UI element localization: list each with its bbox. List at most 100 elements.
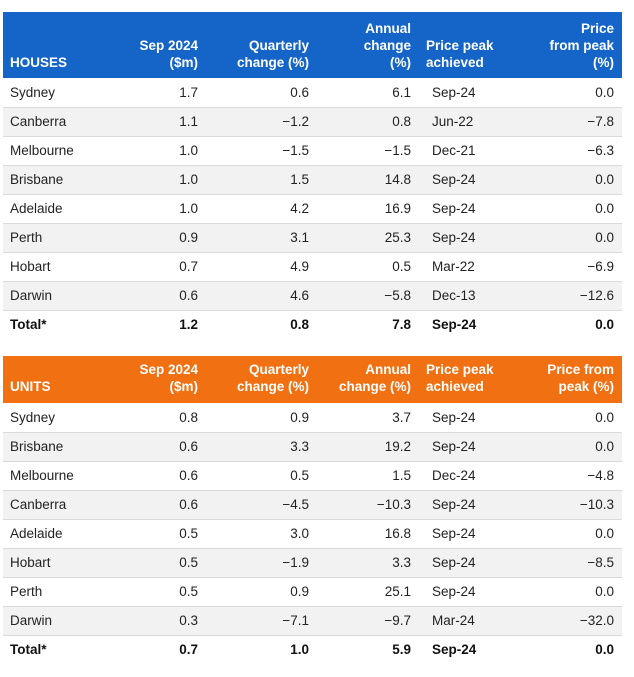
cell-peak: Mar-24	[419, 606, 525, 636]
cell-city: Adelaide	[3, 519, 110, 549]
cell-annual: 0.8	[317, 107, 419, 137]
cell-peak: Dec-24	[419, 461, 525, 491]
cell-price: 0.5	[110, 519, 206, 549]
cell-city: Brisbane	[3, 165, 110, 195]
cell-city: Melbourne	[3, 136, 110, 166]
houses-header-price: Sep 2024 ($m)	[110, 12, 206, 78]
cell-peak: Sep-24	[419, 490, 525, 520]
cell-city: Canberra	[3, 107, 110, 137]
cell-city: Adelaide	[3, 194, 110, 224]
cell-from-peak: 0.0	[525, 223, 622, 253]
cell-annual: 5.9	[392, 642, 411, 658]
header-line: from peak	[549, 38, 614, 53]
houses-table: HOUSES Sep 2024 ($m) Quarterly change (%) Ann…	[3, 12, 622, 339]
houses-header-city: HOUSES	[3, 12, 110, 78]
cell-city: Total*	[10, 642, 47, 658]
cell-peak: Sep-24	[419, 519, 525, 549]
header-line: change (%)	[236, 379, 309, 394]
units-header-from-peak: Price from peak (%)	[525, 356, 622, 403]
cell-price: 1.0	[110, 194, 206, 224]
cell-from-peak: −10.3	[525, 490, 622, 520]
cell-quarterly: −1.2	[206, 107, 317, 137]
cell-city: Darwin	[3, 281, 110, 311]
header-line: ($m)	[169, 379, 198, 394]
cell-annual: 7.8	[392, 317, 411, 333]
cell-from-peak: 0.0	[595, 642, 614, 658]
cell-city: Canberra	[3, 490, 110, 520]
table-row: Adelaide 1.0 4.2 16.9 Sep-24 0.0	[3, 194, 622, 224]
cell-peak: Sep-24	[419, 548, 525, 578]
cell-from-peak: −7.8	[525, 107, 622, 137]
cell-city: Sydney	[3, 403, 110, 433]
header-line: Annual	[365, 362, 411, 377]
cell-from-peak: 0.0	[525, 519, 622, 549]
cell-annual: 0.5	[317, 252, 419, 282]
cell-annual: −5.8	[317, 281, 419, 311]
cell-annual: −10.3	[317, 490, 419, 520]
cell-from-peak: −32.0	[525, 606, 622, 636]
cell-peak: Sep-24	[419, 223, 525, 253]
cell-annual: 6.1	[317, 78, 419, 108]
cell-quarterly: 4.9	[206, 252, 317, 282]
cell-annual: 1.5	[317, 461, 419, 491]
cell-quarterly: −4.5	[206, 490, 317, 520]
header-line: (%)	[593, 55, 614, 70]
cell-from-peak: 0.0	[595, 317, 614, 333]
cell-quarterly: 3.3	[206, 432, 317, 462]
units-header-quarterly: Quarterly change (%)	[206, 356, 317, 403]
cell-annual: 14.8	[317, 165, 419, 195]
table-row: Adelaide 0.5 3.0 16.8 Sep-24 0.0	[3, 519, 622, 549]
cell-annual: 3.3	[317, 548, 419, 578]
cell-peak: Sep-24	[419, 403, 525, 433]
cell-quarterly: 0.8	[290, 317, 309, 333]
cell-from-peak: −12.6	[525, 281, 622, 311]
cell-city: Hobart	[3, 252, 110, 282]
table-row: Sydney 0.8 0.9 3.7 Sep-24 0.0	[3, 403, 622, 433]
cell-quarterly: 3.0	[206, 519, 317, 549]
cell-quarterly: 0.5	[206, 461, 317, 491]
cell-peak: Sep-24	[419, 78, 525, 108]
cell-annual: 19.2	[317, 432, 419, 462]
cell-quarterly: −1.5	[206, 136, 317, 166]
cell-quarterly: −7.1	[206, 606, 317, 636]
cell-price: 0.6	[110, 432, 206, 462]
table-row: Canberra 1.1 −1.2 0.8 Jun-22 −7.8	[3, 107, 622, 137]
cell-annual: −1.5	[317, 136, 419, 166]
header-line: achieved	[426, 379, 484, 394]
table-row: Darwin 0.3 −7.1 −9.7 Mar-24 −32.0	[3, 606, 622, 636]
houses-header-peak: Price peak achieved	[419, 12, 525, 78]
cell-price: 0.6	[110, 281, 206, 311]
units-body: Sydney 0.8 0.9 3.7 Sep-24 0.0 Brisbane 0.6 3.3 19…	[3, 403, 622, 664]
cell-peak: Jun-22	[419, 107, 525, 137]
houses-body: Sydney 1.7 0.6 6.1 Sep-24 0.0 Canberra 1.1 −1.2 0…	[3, 78, 622, 339]
houses-header-quarterly: Quarterly change (%)	[206, 12, 317, 78]
header-line: Quarterly	[248, 362, 309, 377]
cell-price: 0.7	[179, 642, 198, 658]
cell-city: Darwin	[3, 606, 110, 636]
cell-peak: Sep-24	[419, 194, 525, 224]
cell-price: 0.9	[110, 223, 206, 253]
houses-header-annual: Annual change (%)	[317, 12, 419, 78]
cell-peak: Sep-24	[432, 317, 477, 333]
header-line: (%)	[390, 55, 411, 70]
cell-price: 0.3	[110, 606, 206, 636]
cell-annual: 16.8	[317, 519, 419, 549]
units-header-row: UNITS Sep 2024 ($m) Quarterly change (%) Annu…	[3, 356, 622, 403]
cell-from-peak: 0.0	[525, 403, 622, 433]
header-line: achieved	[426, 55, 484, 70]
cell-peak: Sep-24	[419, 577, 525, 607]
cell-quarterly: 0.9	[206, 577, 317, 607]
cell-from-peak: 0.0	[525, 432, 622, 462]
table-row: Brisbane 0.6 3.3 19.2 Sep-24 0.0	[3, 432, 622, 462]
cell-annual: 3.7	[317, 403, 419, 433]
cell-annual: 25.3	[317, 223, 419, 253]
header-line: Price peak	[426, 38, 494, 53]
header-line: change (%)	[236, 55, 309, 70]
cell-annual: −9.7	[317, 606, 419, 636]
units-header-price: Sep 2024 ($m)	[110, 356, 206, 403]
cell-peak: Sep-24	[419, 432, 525, 462]
cell-from-peak: −6.9	[525, 252, 622, 282]
header-line: Price peak	[426, 362, 494, 377]
header-line: Price	[580, 21, 614, 36]
header-line: UNITS	[10, 379, 51, 394]
